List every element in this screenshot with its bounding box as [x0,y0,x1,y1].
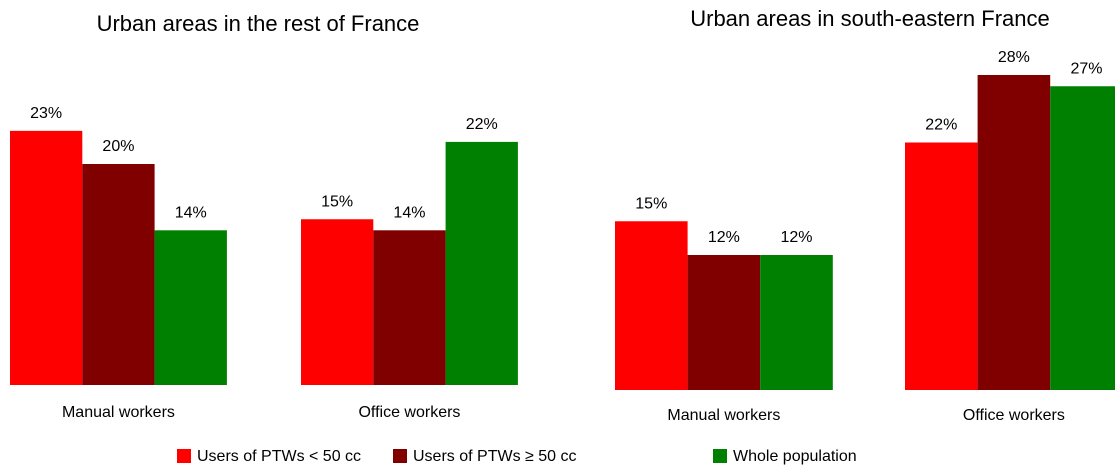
value-label: 14% [393,205,425,222]
value-label: 14% [175,205,207,222]
bar [10,130,83,385]
legend-label: Whole population [733,448,857,465]
value-label: 28% [998,49,1030,66]
bar [615,221,688,390]
x-tick-label: Manual workers [62,404,175,421]
value-label: 22% [466,116,498,133]
bar [301,219,374,385]
value-label: 27% [1070,60,1102,77]
bar [687,255,761,390]
value-label: 15% [321,193,353,210]
chart-title: Urban areas in south-eastern France [690,6,1050,31]
legend-swatch [177,449,191,463]
legend-label: Users of PTWs ≥ 50 cc [413,448,576,465]
legend-label: Users of PTWs < 50 cc [197,448,361,465]
bar [1050,86,1115,390]
value-label: 15% [635,195,667,212]
x-tick-label: Office workers [963,407,1065,424]
bar [760,255,833,390]
value-label: 12% [780,229,812,246]
bar [445,141,518,385]
legend-swatch [393,449,407,463]
x-tick-label: Manual workers [667,407,780,424]
value-label: 20% [102,138,134,155]
value-label: 12% [708,229,740,246]
bar [154,230,227,385]
bar [373,230,446,385]
value-label: 23% [30,105,62,122]
bar [82,164,155,385]
value-label: 22% [925,117,957,134]
chart-title: Urban areas in the rest of France [97,11,420,36]
bar [905,142,978,390]
bar [977,75,1051,390]
legend-swatch [713,449,727,463]
x-tick-label: Office workers [358,404,460,421]
